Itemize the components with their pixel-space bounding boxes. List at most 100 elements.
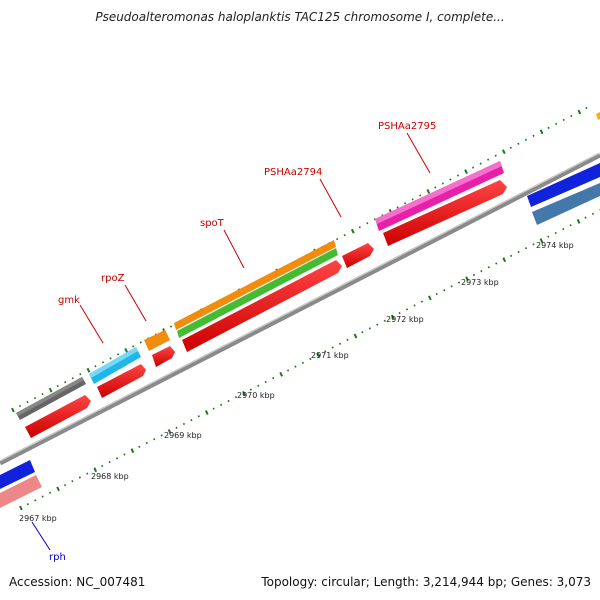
- lower-tick-mark: [264, 380, 267, 384]
- lower-tick-mark: [465, 276, 469, 282]
- cds-arrow-3[interactable]: [152, 346, 175, 367]
- lower-tick-mark: [286, 369, 290, 372]
- upper-tick-mark: [404, 202, 407, 205]
- upper-tick-mark: [117, 353, 120, 356]
- lower-tick-mark: [242, 390, 246, 396]
- lower-tick-mark: [19, 505, 23, 511]
- upper-tick-mark: [71, 377, 74, 380]
- upper-tick-mark: [64, 381, 67, 384]
- lower-tick-mark: [49, 491, 52, 494]
- feature-gray[interactable]: [16, 377, 86, 420]
- scale-tick-label: 2973 kbp: [461, 278, 499, 287]
- lower-tick-mark: [331, 346, 334, 349]
- upper-tick-mark: [86, 367, 91, 373]
- feature-steelblue-right[interactable]: [532, 183, 600, 225]
- lower-tick-mark: [547, 235, 550, 238]
- scale-tick-label: 2967 kbp: [19, 514, 57, 523]
- gene-label-rph[interactable]: rph: [49, 552, 66, 563]
- cds-arrow-4[interactable]: [182, 260, 342, 352]
- lower-tick-mark: [480, 269, 483, 273]
- upper-tick-mark: [570, 114, 573, 118]
- pointer-spoT: [223, 229, 245, 269]
- upper-tick-mark: [494, 154, 497, 157]
- gene-label-spoT[interactable]: spoT: [200, 218, 225, 229]
- upper-tick-mark: [94, 365, 97, 368]
- feature-blue-right[interactable]: [527, 163, 600, 207]
- cds-arrow-6[interactable]: [383, 180, 507, 246]
- lower-tick-mark: [130, 448, 135, 454]
- cds-arrow-5[interactable]: [342, 243, 374, 268]
- upper-tick-mark: [350, 228, 355, 234]
- lower-tick-mark: [272, 376, 275, 380]
- lower-tick-mark: [190, 418, 193, 422]
- pointer-PSHAa2794: [319, 178, 342, 218]
- upper-tick-mark: [101, 361, 105, 364]
- scale-tick-label: 2969 kbp: [164, 431, 202, 440]
- upper-tick-mark: [373, 218, 376, 221]
- pointer-rph: [31, 521, 51, 551]
- upper-tick-mark: [555, 122, 558, 126]
- upper-tick-mark: [426, 189, 431, 194]
- upper-tick-mark: [434, 186, 437, 189]
- lower-tick-mark: [361, 331, 364, 334]
- feature-cyan[interactable]: [89, 347, 141, 384]
- upper-tick-mark: [26, 400, 29, 404]
- scale-tick-label: 2971 kbp: [311, 351, 349, 360]
- lower-tick-mark: [78, 476, 81, 479]
- lower-tick-mark: [197, 415, 200, 418]
- lower-tick-mark: [145, 441, 148, 445]
- feature-pink-left[interactable]: [0, 475, 42, 508]
- lower-tick-mark: [376, 323, 379, 326]
- gene-label-PSHAa2795[interactable]: PSHAa2795: [378, 121, 436, 132]
- lower-tick-mark: [41, 495, 44, 498]
- lower-tick-mark: [93, 467, 98, 473]
- upper-tick-mark: [487, 158, 490, 161]
- upper-tick-mark: [56, 385, 59, 388]
- upper-tick-mark: [517, 142, 520, 145]
- lower-tick-mark: [383, 319, 386, 322]
- lower-tick-mark: [86, 472, 89, 475]
- lower-tick-mark: [324, 350, 327, 353]
- accession-label: Accession:: [9, 575, 73, 589]
- lower-tick-mark: [316, 352, 321, 358]
- upper-tick-mark: [358, 226, 361, 229]
- feature-yellow-edge[interactable]: [596, 112, 600, 120]
- upper-tick-mark: [411, 198, 414, 201]
- lower-tick-mark: [257, 384, 260, 387]
- gene-label-PSHAa2794[interactable]: PSHAa2794: [264, 167, 322, 178]
- gene-label-rpoZ[interactable]: rpoZ: [101, 273, 125, 284]
- lower-tick-mark: [279, 371, 283, 377]
- feature-green-long[interactable]: [177, 248, 338, 338]
- lower-tick-mark: [212, 407, 215, 410]
- upper-tick-mark: [539, 129, 544, 135]
- lower-tick-mark: [435, 292, 438, 296]
- tick-row-lower: [19, 209, 600, 511]
- lower-tick-mark: [524, 247, 528, 250]
- lower-tick-mark: [495, 262, 498, 265]
- feature-blue-left[interactable]: [0, 460, 35, 489]
- scale-tick-label: 2974 kbp: [536, 241, 574, 250]
- lower-tick-mark: [420, 300, 423, 303]
- upper-tick-mark: [562, 118, 565, 122]
- lower-tick-mark: [108, 461, 111, 464]
- scale-tick-label: 2968 kbp: [91, 472, 129, 481]
- lower-tick-mark: [234, 396, 238, 399]
- lower-tick-mark: [153, 438, 156, 441]
- lower-tick-mark: [101, 464, 104, 468]
- lower-tick-mark: [346, 338, 349, 342]
- upper-tick-mark: [109, 357, 112, 360]
- feature-magenta[interactable]: [375, 161, 504, 231]
- upper-tick-mark: [124, 347, 129, 353]
- cds-arrow-1[interactable]: [25, 395, 91, 438]
- lower-tick-mark: [160, 434, 163, 437]
- feature-orange-small[interactable]: [144, 330, 170, 351]
- lower-tick-mark: [428, 295, 432, 301]
- feature-orange-long[interactable]: [174, 240, 336, 330]
- lower-tick-mark: [249, 388, 252, 391]
- upper-tick-mark: [419, 194, 422, 197]
- lower-tick-mark: [443, 289, 446, 292]
- lower-tick-mark: [138, 445, 141, 449]
- cds-arrow-2[interactable]: [97, 364, 146, 398]
- gene-label-gmk[interactable]: gmk: [58, 295, 80, 306]
- length-value: 3,214,944 bp: [422, 575, 503, 589]
